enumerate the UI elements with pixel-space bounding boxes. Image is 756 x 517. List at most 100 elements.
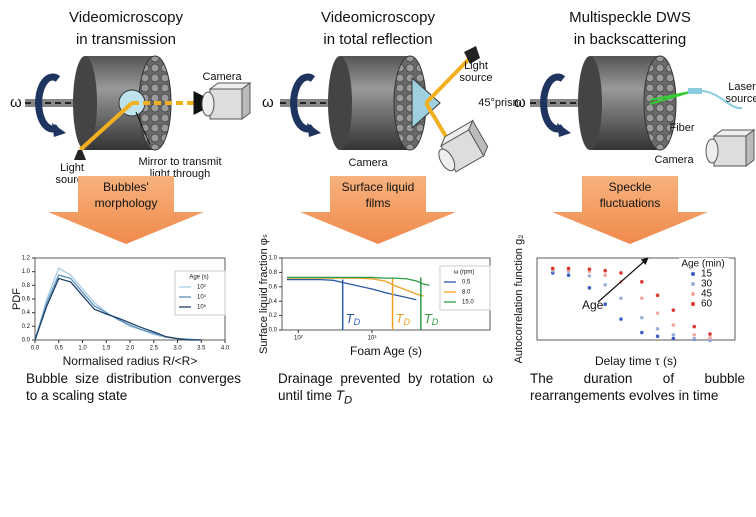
- y-tick-label: 1.0: [22, 269, 31, 275]
- arrow-label: films: [366, 196, 391, 210]
- x-tick-label: 3.5: [197, 346, 206, 352]
- data-point: [692, 325, 696, 329]
- x-tick-label: 4.0: [221, 346, 230, 352]
- x-tick-label: 0.5: [55, 346, 64, 352]
- device-label: source: [459, 72, 492, 84]
- caption: Bubble size distribution converges to a …: [26, 370, 241, 404]
- data-point: [656, 327, 660, 331]
- data-line: [287, 278, 424, 296]
- arrow-label: Bubbles': [103, 180, 149, 194]
- x-tick-label: 3.0: [173, 346, 182, 352]
- data-point: [588, 286, 592, 290]
- data-point: [619, 271, 623, 275]
- y-tick-label: 0.4: [269, 299, 278, 305]
- y-axis-label: PDF: [11, 288, 23, 310]
- device-label: Camera: [202, 71, 242, 83]
- data-point: [567, 267, 571, 271]
- data-point: [672, 333, 676, 337]
- arrow-label: Surface liquid: [342, 180, 415, 194]
- y-tick-label: 1.2: [22, 256, 31, 262]
- device-label: Light: [464, 60, 488, 72]
- omega-label: ω: [10, 94, 22, 111]
- legend-marker: [691, 292, 695, 296]
- plot: Delay time τ (s) Autocorrelation function…: [513, 234, 735, 368]
- y-tick-label: 0.6: [22, 297, 31, 303]
- omega-label: ω: [262, 94, 274, 111]
- y-tick-label: 0.6: [269, 284, 278, 290]
- data-point: [708, 336, 712, 340]
- data-point: [619, 317, 623, 321]
- drain-subscript: D: [354, 317, 361, 327]
- data-point: [692, 333, 696, 337]
- panel-title: Multispeckle DWS: [569, 9, 691, 26]
- y-tick-label: 0.2: [269, 313, 278, 319]
- x-axis-label: Normalised radius R/<R>: [63, 354, 198, 368]
- annotation-arrow: [598, 258, 648, 302]
- panel-title: Videomicroscopy: [69, 9, 183, 26]
- device-label: Mirror to transmit: [138, 156, 221, 168]
- x-tick-label: 2.0: [126, 346, 135, 352]
- data-point: [656, 293, 660, 297]
- device-label: source: [725, 93, 756, 105]
- caption-subscript: D: [344, 395, 352, 407]
- caption: Drainage prevented by rotation ω until t…: [278, 370, 493, 410]
- legend-label: 8.0: [462, 290, 471, 296]
- data-point: [603, 302, 607, 306]
- data-point: [603, 273, 607, 277]
- device-label: Fiber: [669, 122, 694, 134]
- caption-text: Drainage prevented by rotation ω until t…: [278, 371, 493, 403]
- drain-label: TD: [424, 311, 439, 327]
- drain-label: TD: [396, 311, 411, 327]
- figure-canvas: Videomicroscopy in transmission ω Camera Lig…: [0, 0, 756, 517]
- y-axis-label: Surface liquid fraction φₛ: [258, 234, 270, 354]
- arrow-label: fluctuations: [600, 196, 661, 210]
- device-label: Camera: [654, 154, 694, 166]
- panel-title: in total reflection: [323, 31, 432, 48]
- panel-title: in backscattering: [574, 31, 687, 48]
- y-tick-label: 0.2: [22, 324, 31, 330]
- legend-marker: [691, 302, 695, 306]
- x-tick-label: 10³: [368, 336, 377, 342]
- caption-text: The duration of bubble rearrangements ev…: [530, 371, 745, 403]
- y-axis-label: Autocorrelation function g₂: [513, 234, 525, 363]
- caption: The duration of bubble rearrangements ev…: [530, 370, 745, 404]
- data-point: [656, 334, 660, 338]
- x-tick-label: 2.5: [150, 346, 159, 352]
- panel-title: Videomicroscopy: [321, 9, 435, 26]
- data-point: [603, 283, 607, 287]
- legend-title: ω (rpm): [454, 270, 475, 276]
- y-tick-label: 1.0: [269, 256, 278, 262]
- data-point: [692, 337, 696, 341]
- data-point: [672, 337, 676, 341]
- data-point: [640, 280, 644, 284]
- legend-marker: [691, 282, 695, 286]
- device-label: Laser: [728, 81, 756, 93]
- data-point: [640, 331, 644, 335]
- legend-label: 0.5: [462, 280, 471, 286]
- x-tick-label: 1.5: [102, 346, 111, 352]
- data-point: [640, 316, 644, 320]
- panel-title: in transmission: [76, 31, 176, 48]
- illustration-3: [530, 56, 754, 166]
- drain-subscript: D: [403, 317, 410, 327]
- omega-label: ω: [514, 94, 526, 111]
- data-point: [588, 274, 592, 278]
- arrow-label: morphology: [95, 196, 158, 210]
- x-axis-label: Delay time τ (s): [595, 354, 677, 368]
- legend-label: 10⁴: [197, 294, 207, 301]
- data-point: [656, 311, 660, 315]
- y-tick-label: 0.4: [22, 310, 31, 316]
- arrow-label: Speckle: [609, 180, 652, 194]
- legend-label: 60: [701, 299, 713, 310]
- data-point: [640, 296, 644, 300]
- legend-label: 15.0: [462, 300, 474, 306]
- legend-label: 10⁵: [197, 304, 207, 311]
- data-point: [603, 269, 607, 273]
- device-label: Light: [60, 162, 84, 174]
- data-line: [287, 280, 416, 300]
- device-label: Camera: [348, 157, 388, 169]
- x-tick-label: 10²: [294, 336, 303, 342]
- legend-label: 10³: [197, 285, 206, 291]
